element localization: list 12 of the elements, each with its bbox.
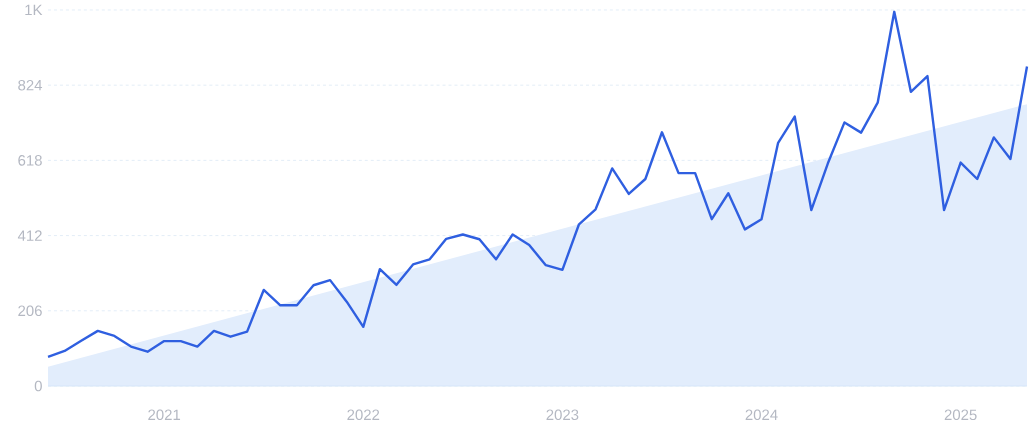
x-tick-label: 2025 xyxy=(944,409,977,421)
y-tick-label: 618 xyxy=(18,155,42,166)
x-tick-label: 2022 xyxy=(347,409,380,421)
y-tick-label: 0 xyxy=(34,380,42,392)
y-tick-label: 824 xyxy=(18,79,43,91)
y-tick-label: 1K xyxy=(25,4,43,16)
x-tick-label: 2021 xyxy=(148,409,181,421)
x-tick-label: 2024 xyxy=(745,409,778,421)
x-tick-label: 2023 xyxy=(546,409,579,421)
y-tick-label: 206 xyxy=(18,305,42,317)
y-tick-label: 412 xyxy=(17,230,42,241)
line-series xyxy=(46,10,1029,358)
